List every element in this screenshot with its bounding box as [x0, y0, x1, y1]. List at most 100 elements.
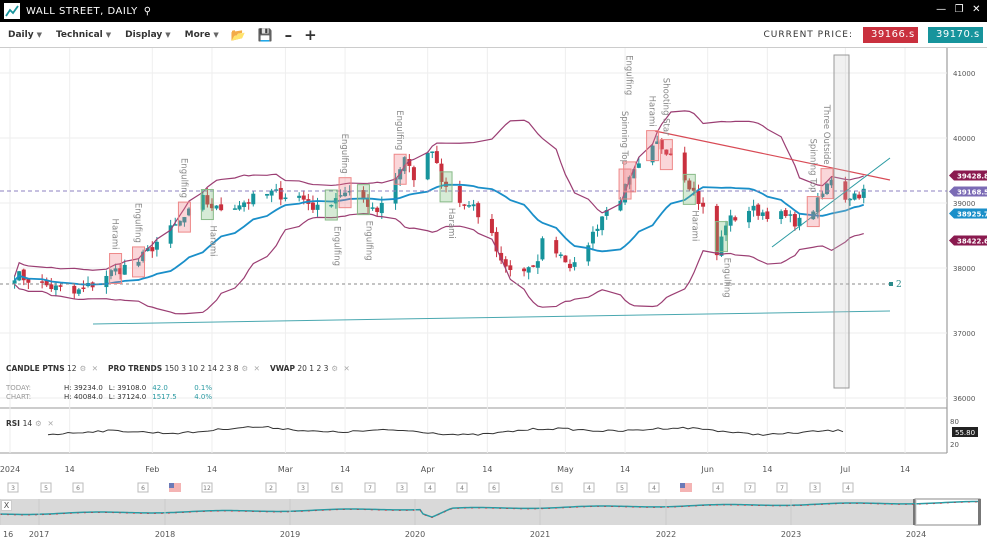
price-label-value: 38925.7 — [957, 211, 987, 219]
pattern-box — [338, 177, 352, 209]
window-title: WALL STREET, DAILY — [26, 5, 138, 17]
candle-down — [476, 203, 481, 218]
candle-up — [122, 264, 127, 275]
x-tick-label: 14 — [340, 465, 350, 474]
menu-daily[interactable]: Daily ▼ — [8, 29, 42, 40]
candle-up — [232, 208, 237, 210]
price-label-tag — [949, 186, 987, 197]
candle-up — [274, 189, 279, 191]
price-label-value: 39428.8 — [957, 173, 987, 181]
candle-down — [691, 187, 696, 191]
candle-up — [650, 145, 655, 163]
navigator-close-button[interactable]: X — [1, 500, 12, 511]
calendar-event-icon — [456, 482, 468, 493]
menu-more[interactable]: More ▼ — [184, 29, 219, 40]
candle-up — [251, 193, 256, 205]
candle-up — [173, 224, 178, 226]
menu-display[interactable]: Display ▼ — [125, 29, 171, 40]
pattern-box — [682, 173, 696, 205]
save-icon[interactable]: 💾 — [257, 27, 273, 42]
candle-up — [852, 193, 857, 200]
upper-band-line — [14, 110, 864, 277]
candle-up — [315, 204, 320, 210]
calendar-event-count: 4 — [460, 485, 464, 492]
candle-down — [205, 195, 210, 205]
candle-up — [586, 245, 591, 262]
y-tick-label: 41000 — [953, 70, 975, 78]
close-icon[interactable]: ✕ — [972, 4, 981, 15]
candle-down — [489, 218, 494, 234]
folder-open-icon[interactable]: 📂 — [230, 27, 246, 42]
bid-price-button[interactable]: 39166.s — [863, 27, 918, 43]
calendar-event-icon — [488, 482, 500, 493]
candle-up — [370, 207, 375, 209]
candle-up — [265, 193, 270, 196]
current-price: CURRENT PRICE: 39166.s 39170.s — [764, 27, 983, 43]
calendar-event-count: 6 — [335, 485, 339, 492]
lower-band-line — [14, 212, 864, 315]
pattern-label: Engulfing — [363, 221, 373, 261]
candle-up — [618, 200, 623, 211]
pattern-box — [820, 168, 834, 200]
candle-up — [572, 262, 577, 267]
candle-up — [788, 214, 793, 216]
candle-down — [361, 190, 366, 200]
candle-up — [425, 152, 430, 180]
pattern-box — [109, 253, 123, 285]
calendar-event-count: 2 — [269, 485, 273, 492]
x-tick-label: 14 — [207, 465, 217, 474]
candle-down — [366, 198, 371, 207]
close-icon[interactable]: ✕ — [253, 364, 260, 373]
candle-up — [728, 215, 733, 226]
close-icon[interactable]: ✕ — [343, 364, 350, 373]
candle-down — [301, 195, 306, 200]
calendar-event-count: 5 — [44, 485, 48, 492]
candle-up — [104, 275, 109, 288]
pattern-label: Harami — [446, 208, 456, 239]
minimize-icon[interactable]: — — [936, 4, 947, 15]
rsi-legend: RSI 14 ⚙ ✕ — [6, 419, 54, 428]
calendar-event-count: 3 — [11, 485, 15, 492]
calendar-event-icon — [72, 482, 84, 493]
x-tick-label: Jul — [840, 465, 851, 474]
calendar-event-icon — [712, 482, 724, 493]
y-tick-label: 36000 — [953, 395, 975, 403]
search-icon[interactable]: ⚲ — [143, 5, 152, 17]
restore-icon[interactable]: ❐ — [954, 4, 965, 15]
calendar-event-count: 7 — [368, 485, 372, 492]
ask-price-button[interactable]: 39170.s — [928, 27, 983, 43]
price-label-value: 38422.6 — [957, 238, 987, 246]
candle-down — [209, 203, 214, 209]
navigator-year-label: 2024 — [906, 530, 926, 539]
calendar-event-count: 4 — [587, 485, 591, 492]
candle-down — [219, 204, 224, 211]
price-chart[interactable]: 2024 14 Feb 14 Mar 14 Apr 14 May 14 Jun 14 Jul 144100… — [0, 48, 987, 544]
candle-down — [701, 202, 706, 207]
close-icon[interactable]: ✕ — [47, 419, 54, 428]
gear-icon[interactable]: ⚙ — [35, 419, 42, 428]
candle-up — [12, 280, 17, 284]
y-tick-label: 39000 — [953, 200, 975, 208]
zoom-out-icon[interactable]: – — [284, 25, 293, 44]
candle-up — [402, 157, 407, 172]
candle-down — [457, 186, 462, 203]
candle-up — [724, 225, 729, 236]
calendar-event-icon — [648, 482, 660, 493]
candle-up — [430, 151, 435, 153]
pattern-label: Engulfing — [339, 134, 349, 174]
menu-technical[interactable]: Technical ▼ — [55, 29, 112, 40]
pattern-box — [646, 130, 660, 162]
zoom-in-icon[interactable]: + — [304, 25, 317, 44]
gear-icon[interactable]: ⚙ — [331, 364, 339, 373]
gear-icon[interactable]: ⚙ — [79, 364, 87, 373]
candle-down — [58, 285, 63, 287]
calendar-event-icon — [396, 482, 408, 493]
calendar-event-icon — [297, 482, 309, 493]
candle-down — [554, 240, 559, 254]
gear-icon[interactable]: ⚙ — [241, 364, 249, 373]
level-marker-label: 2 — [896, 280, 902, 290]
pattern-label: Harami — [647, 96, 657, 127]
close-icon[interactable]: ✕ — [91, 364, 98, 373]
candle-up — [113, 268, 118, 272]
candle-up — [820, 193, 825, 197]
